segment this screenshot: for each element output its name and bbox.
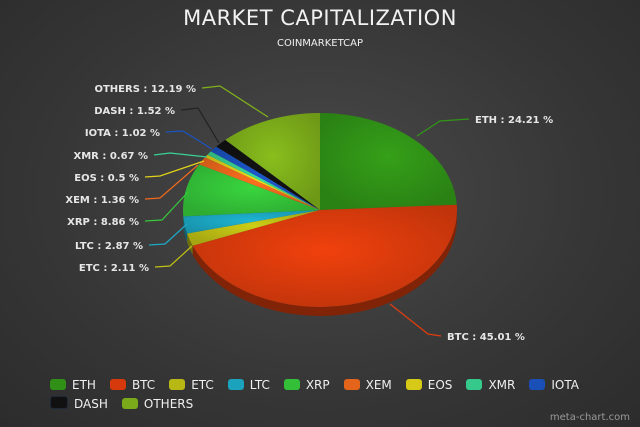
pie-slice-dash xyxy=(216,139,320,210)
leader-line-etc xyxy=(154,245,193,268)
leader-line-dash xyxy=(180,107,220,144)
legend-label-xmr: XMR xyxy=(488,378,516,392)
legend-label-btc: BTC xyxy=(131,378,156,392)
data-label-dash: DASH : 1.52 % xyxy=(94,106,175,117)
legend-swatch-iota xyxy=(529,379,546,390)
legend-item-xmr: XMR xyxy=(466,377,515,393)
legend-label-dash: DASH xyxy=(74,397,108,411)
legend-item-xrp: XRP xyxy=(283,377,330,393)
pie-slice-xrp xyxy=(183,164,320,217)
legend-swatch-eth xyxy=(50,379,66,390)
data-label-others: OTHERS : 12.19 % xyxy=(94,84,196,95)
legend-label-eos: EOS xyxy=(427,378,453,392)
data-label-ltc: LTC : 2.87 % xyxy=(75,241,143,252)
legend-item-dash: DASH xyxy=(50,396,108,412)
legend-swatch-xem xyxy=(343,379,360,390)
legend-item-eos: EOS xyxy=(405,377,453,393)
pie-slice-eth xyxy=(320,113,457,210)
watermark: meta-chart.com xyxy=(549,412,630,423)
data-label-iota: IOTA : 1.02 % xyxy=(85,128,160,139)
legend-swatch-xmr xyxy=(466,379,483,390)
pie-side-ltc xyxy=(183,216,188,243)
legend-swatch-dash xyxy=(50,396,68,409)
pie-slice-others xyxy=(225,113,320,210)
legend-label-xem: XEM xyxy=(365,378,392,392)
pie-slice-eos xyxy=(205,154,320,210)
legend-swatch-xrp xyxy=(283,379,300,390)
data-label-xrp: XRP : 8.86 % xyxy=(67,217,139,228)
pie-depth xyxy=(183,210,457,316)
pie-slice-iota xyxy=(210,146,320,210)
legend-item-iota: IOTA xyxy=(529,377,579,393)
leader-line-iota xyxy=(165,130,213,150)
legend-label-ltc: LTC xyxy=(249,378,270,392)
leader-line-others xyxy=(201,85,269,118)
data-label-etc: ETC : 2.11 % xyxy=(79,263,149,274)
data-label-eth: ETH : 24.21 % xyxy=(475,115,553,126)
leader-line-xem xyxy=(144,164,199,200)
legend-swatch-eos xyxy=(405,379,422,390)
pie-slice-xmr xyxy=(207,151,320,210)
legend-swatch-etc xyxy=(169,379,186,390)
leader-line-eos xyxy=(144,160,205,178)
legend-label-iota: IOTA xyxy=(551,378,579,392)
leader-line-xrp xyxy=(144,191,189,222)
legend-item-xem: XEM xyxy=(343,377,392,393)
legend-item-ltc: LTC xyxy=(227,377,270,393)
legend-item-btc: BTC xyxy=(109,377,156,393)
data-label-xem: XEM : 1.36 % xyxy=(65,195,139,206)
pie-slice-btc xyxy=(192,204,457,307)
leader-line-eth xyxy=(416,118,470,137)
pie-slice-xem xyxy=(199,157,320,210)
legend-label-xrp: XRP xyxy=(305,378,330,392)
chart-title: MARKET CAPITALIZATION xyxy=(183,6,457,30)
legend-swatch-btc xyxy=(109,379,126,390)
legend-item-eth: ETH xyxy=(50,377,96,393)
legend-swatch-ltc xyxy=(227,379,244,390)
leader-line-xmr xyxy=(153,152,208,158)
legend-item-etc: ETC xyxy=(169,377,214,393)
pie-slice-etc xyxy=(187,210,320,246)
legend-swatch-others xyxy=(121,398,138,409)
data-label-eos: EOS : 0.5 % xyxy=(74,173,139,184)
legend-label-eth: ETH xyxy=(72,378,96,392)
pie-slice-ltc xyxy=(183,210,320,234)
leader-line-ltc xyxy=(148,223,188,246)
legend-item-others: OTHERS xyxy=(121,396,194,412)
legend-label-etc: ETC xyxy=(191,378,214,392)
chart-legend: ETH BTC ETC LTC XRP XEM EOS XMR IOTA DASH OTHERS xyxy=(50,374,620,412)
data-label-xmr: XMR : 0.67 % xyxy=(74,151,149,162)
leader-line-btc xyxy=(389,303,442,337)
legend-label-others: OTHERS xyxy=(143,397,194,411)
pie-side-etc xyxy=(187,233,193,255)
data-label-btc: BTC : 45.01 % xyxy=(447,332,525,343)
chart-subtitle: COINMARKETCAP xyxy=(277,38,363,49)
